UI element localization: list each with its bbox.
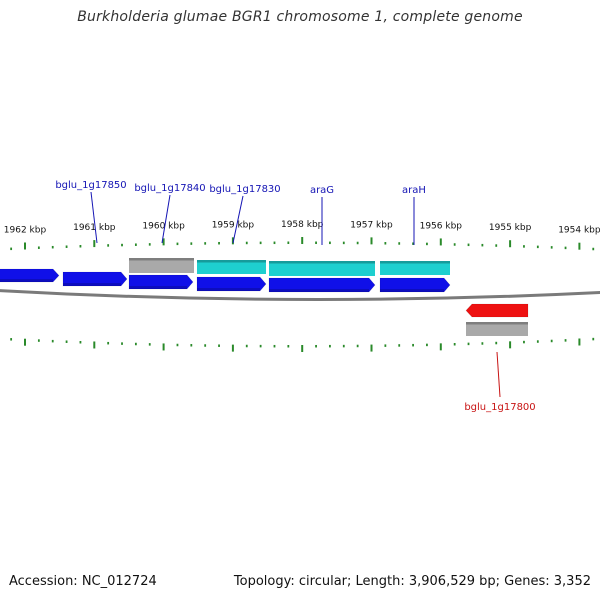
gene-label: araH [402, 185, 426, 196]
gene-forward-2 [269, 261, 375, 276]
tick-label: 1956 kbp [420, 221, 463, 231]
tick-label: 1961 kbp [73, 223, 116, 233]
tick-label: 1958 kbp [281, 220, 324, 230]
gene-forward-grey-edge [129, 258, 194, 261]
cds-forward-3-shade [129, 286, 187, 289]
tick-row-top [10, 237, 595, 251]
cds-forward-4-shade [197, 288, 260, 291]
accession-text: Accession: NC_012724 [9, 574, 157, 589]
tick-label: 1957 kbp [350, 220, 393, 230]
gene-reverse-grey [466, 322, 528, 336]
cds-forward-1-shade [0, 279, 53, 282]
cds-forward-1 [0, 268, 60, 283]
gene-callout-line [161, 194, 171, 244]
cds-forward-2 [62, 271, 128, 287]
gene-forward-2-edge [269, 261, 375, 264]
gene-label: bglu_1g17830 [209, 184, 280, 195]
gene-forward-3 [380, 261, 450, 275]
cds-forward-5 [268, 277, 376, 293]
tick-label: 1955 kbp [489, 223, 532, 233]
tick-label: 1962 kbp [4, 226, 47, 236]
gene-label: bglu_1g17800 [464, 402, 535, 413]
tick-label: 1954 kbp [558, 226, 600, 236]
gene-reverse-grey-edge [466, 322, 528, 325]
gene-features [0, 258, 529, 336]
gene-forward-grey [129, 258, 194, 273]
gene-callout-line [90, 191, 98, 244]
cds-reverse-1 [465, 303, 529, 318]
cds-forward-6-shade [380, 289, 444, 292]
cds-forward-6 [379, 277, 451, 293]
tick-label: 1960 kbp [142, 221, 185, 231]
cds-forward-5-shade [269, 289, 369, 292]
tick-row-bottom [10, 337, 595, 352]
gene-forward-3-edge [380, 261, 450, 264]
gene-callout-line [496, 351, 501, 398]
gene-forward-1-edge [197, 260, 266, 263]
tick-labels: 1962 kbp 1961 kbp 1960 kbp 1959 kbp 1958 kbp… [4, 220, 600, 236]
genome-summary-text: Topology: circular; Length: 3,906,529 bp… [233, 574, 591, 589]
tick-label: 1959 kbp [212, 220, 255, 230]
gene-callout-line [232, 195, 244, 244]
gene-label: bglu_1g17850 [55, 180, 126, 191]
cds-forward-4 [196, 276, 267, 292]
chromosome-backbone [0, 289, 600, 302]
map-title: Burkholderia glumae BGR1 chromosome 1, c… [77, 9, 523, 25]
cds-forward-2-shade [63, 283, 121, 286]
gene-label: araG [310, 185, 334, 196]
gene-forward-1 [197, 260, 266, 274]
gene-callouts: bglu_1g17850 bglu_1g17840 bglu_1g17830 araG… [55, 180, 535, 413]
gene-label: bglu_1g17840 [134, 183, 205, 194]
cds-forward-3 [128, 274, 194, 290]
